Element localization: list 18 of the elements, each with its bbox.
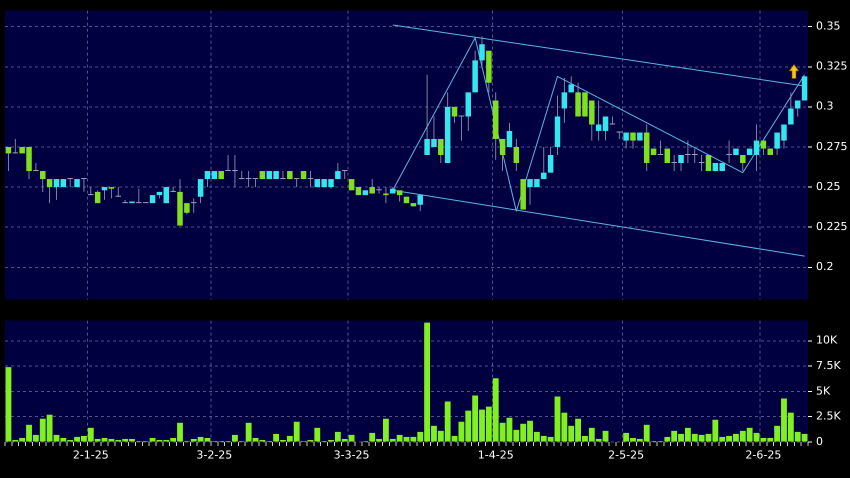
x-tick-label: 2-1-25 xyxy=(72,448,109,462)
y-tick-label: 0 xyxy=(816,434,823,448)
y-tick-label: 0.275 xyxy=(816,140,848,153)
x-tick-label: 1-4-25 xyxy=(478,448,514,462)
y-tick-label: 10K xyxy=(816,334,838,347)
y-tick-label: 7.5K xyxy=(816,358,842,372)
x-tick-label: 3-3-25 xyxy=(334,448,370,462)
y-tick-label: 0.3 xyxy=(816,100,834,113)
y-tick-label: 0.325 xyxy=(816,60,848,73)
y-tick-label: 0.35 xyxy=(816,20,840,33)
y-tick-label: 0.2 xyxy=(816,260,834,274)
x-tick-label: 3-2-25 xyxy=(196,448,232,462)
y-tick-label: 5K xyxy=(816,384,831,398)
y-tick-label: 0.25 xyxy=(816,180,840,193)
x-tick-label: 2-6-25 xyxy=(745,448,782,462)
y-tick-label: 2.5K xyxy=(816,410,842,423)
y-tick-label: 0.225 xyxy=(816,220,848,234)
x-tick-label: 2-5-25 xyxy=(608,448,644,462)
